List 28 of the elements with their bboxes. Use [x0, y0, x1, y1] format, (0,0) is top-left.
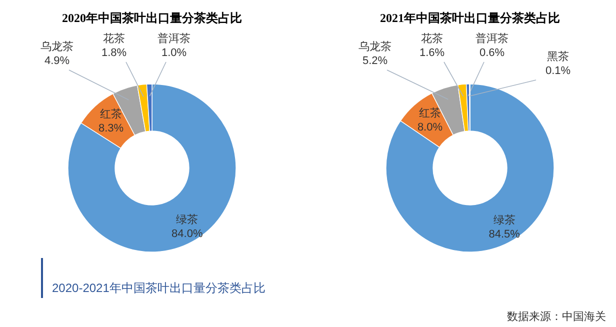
text: 2020-2021年中国茶叶出口量分茶类占比 [52, 281, 266, 295]
data-label: 1.0% [161, 47, 187, 59]
chart-title: 2021年中国茶叶出口量分茶类占比 [380, 11, 560, 25]
data-label: 0.1% [545, 65, 571, 77]
slice-label: 普洱茶 [158, 32, 190, 45]
slice-label: 乌龙茶 [358, 40, 392, 53]
data-label: 8.0% [417, 122, 443, 134]
data-label: 8.3% [98, 122, 124, 135]
slice-label: 花茶 [421, 32, 443, 45]
source-note: 数据来源：中国海关 [507, 310, 606, 323]
data-label: 84.5% [488, 228, 520, 240]
slice-label: 乌龙茶 [40, 40, 74, 53]
data-label: 1.8% [101, 47, 127, 59]
slice-label: 绿茶 [493, 213, 516, 226]
donut-slice [68, 84, 236, 252]
slice-label: 红茶 [100, 108, 122, 121]
slice-label: 红茶 [418, 106, 441, 120]
data-label: 0.6% [479, 47, 505, 59]
slice-label: 花茶 [103, 32, 125, 45]
slice-label: 黑茶 [547, 50, 569, 63]
slice-label: 绿茶 [176, 213, 198, 226]
data-label: 4.9% [44, 55, 70, 67]
data-label: 1.6% [419, 47, 445, 59]
data-label: 84.0% [172, 228, 203, 240]
data-label: 5.2% [362, 55, 388, 67]
slice-label: 普洱茶 [476, 32, 508, 45]
donut-slice [386, 84, 554, 252]
chart-title: 2020年中国茶叶出口量分茶类占比 [62, 11, 242, 25]
